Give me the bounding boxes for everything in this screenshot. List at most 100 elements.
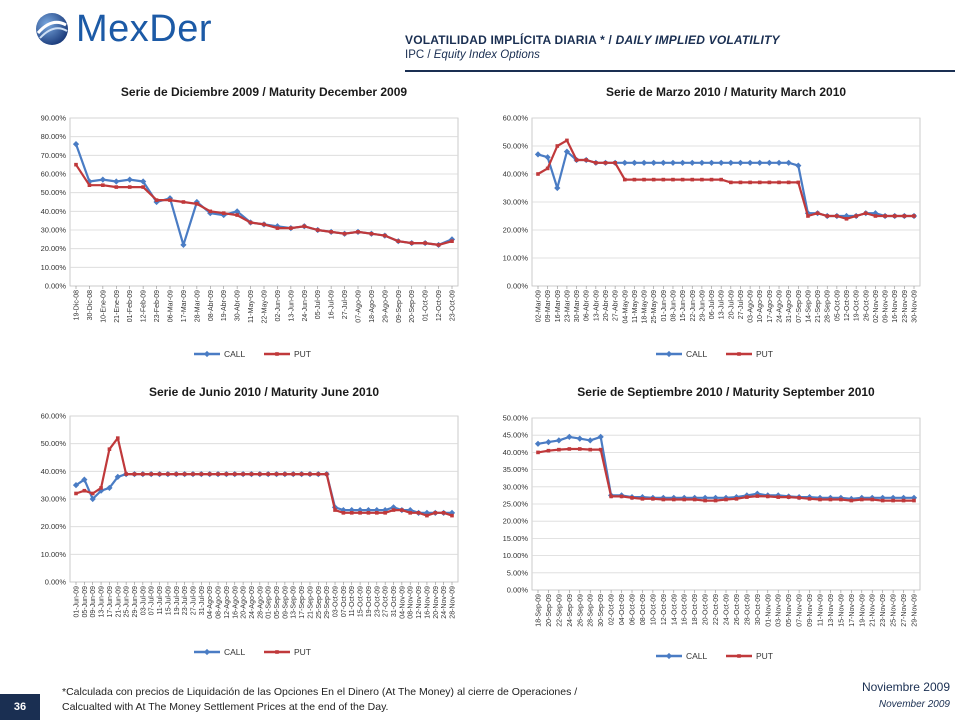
x-tick-label: 28-Sep-09 (825, 290, 832, 323)
y-tick-label: 40.00% (503, 170, 529, 179)
chart-title: Serie de Marzo 2010 / Maturity March 201… (606, 85, 846, 99)
x-tick-label: 07-Sep-09 (796, 290, 803, 323)
x-tick-label: 09-Nov-09 (883, 290, 890, 323)
x-tick-label: 08-Nov-09 (408, 586, 415, 619)
data-point-put (423, 241, 427, 245)
data-point-put (738, 180, 743, 185)
data-point-put (329, 230, 333, 234)
x-tick-label: 01-Nov-09 (765, 594, 772, 627)
data-point-put (416, 511, 421, 515)
data-point-put (369, 231, 374, 236)
data-point-call (113, 178, 120, 185)
y-tick-label: 20.00% (41, 244, 67, 253)
y-tick-label: 0.00% (45, 282, 67, 291)
legend-label-call: CALL (686, 349, 708, 359)
x-tick-label: 16-Mar-09 (555, 290, 562, 322)
data-point-put (745, 495, 749, 499)
x-tick-label: 30-Mar-09 (574, 290, 581, 322)
x-tick-label: 16-Oct-09 (682, 594, 689, 625)
series-line-put (75, 436, 453, 517)
data-point-put (557, 447, 561, 452)
x-tick-label: 26-Oct-09 (734, 594, 741, 625)
chart-panel-march: Serie de Marzo 2010 / Maturity March 201… (480, 80, 942, 362)
data-point-put (651, 177, 656, 182)
x-tick-label: 20-Oct-09 (703, 594, 710, 625)
data-point-put (221, 211, 226, 215)
data-point-put (883, 214, 887, 218)
legend-marker-call (665, 652, 673, 660)
x-tick-label: 31-Jul-09 (199, 586, 206, 615)
x-tick-label: 04-Ago-09 (207, 586, 214, 619)
data-point-put (248, 220, 253, 225)
y-tick-label: 20.00% (41, 522, 67, 531)
x-tick-label: 01-Sep-09 (266, 586, 273, 619)
data-point-put (577, 447, 582, 451)
data-point-put (132, 472, 137, 476)
x-tick-label: 15-Oct-09 (358, 586, 365, 617)
data-point-put (101, 183, 105, 187)
x-tick-label: 06-Abr-09 (584, 290, 591, 321)
legend-label-put: PUT (756, 651, 773, 661)
legend-label-put: PUT (756, 349, 773, 359)
data-point-put (755, 494, 760, 498)
y-tick-label: 70.00% (41, 151, 67, 160)
x-tick-label: 19-Oct-09 (366, 586, 373, 617)
data-point-put (854, 214, 858, 218)
x-tick-label: 21-Sep-09 (815, 290, 822, 323)
data-point-put (232, 472, 237, 476)
x-tick-label: 30-Sep-09 (598, 594, 605, 627)
footnote: *Calculada con precios de Liquidación de… (62, 685, 722, 715)
data-point-put (107, 447, 112, 451)
data-point-put (436, 243, 441, 247)
x-tick-label: 09-Mar-09 (545, 290, 552, 322)
chart-title: Serie de Junio 2010 / Maturity June 2010 (149, 385, 379, 399)
x-tick-label: 10-Ago-09 (757, 290, 764, 323)
chart-june-2010: Serie de Junio 2010 / Maturity June 2010… (41, 385, 459, 657)
data-point-put (880, 498, 885, 503)
data-point-put (383, 511, 387, 515)
data-point-put (174, 472, 179, 476)
data-point-put (441, 511, 446, 515)
x-tick-label: 11-Jul-09 (157, 586, 164, 615)
data-point-put (289, 226, 293, 230)
y-tick-label: 0.00% (507, 586, 529, 595)
data-point-put (598, 447, 603, 452)
data-point-put (849, 498, 854, 503)
x-tick-label: 20-Sep-09 (546, 594, 553, 627)
x-tick-label: 12-Oct-09 (661, 594, 668, 625)
data-point-put (199, 472, 204, 476)
data-point-put (266, 472, 270, 476)
data-point-put (356, 230, 360, 234)
data-point-put (567, 447, 572, 451)
legend-label-call: CALL (224, 647, 246, 657)
x-tick-label: 28-Sep-09 (588, 594, 595, 627)
x-tick-label: 27-Jul-09 (342, 290, 349, 319)
data-point-put (291, 472, 296, 476)
x-tick-label: 01-Jun-09 (661, 290, 668, 322)
x-tick-label: 17-Ago-09 (767, 290, 774, 323)
y-tick-label: 80.00% (41, 132, 67, 141)
x-tick-label: 28-Ago-09 (257, 586, 264, 619)
data-point-put (839, 497, 843, 502)
x-tick-label: 27-Jul-09 (738, 290, 745, 319)
page-header: VOLATILIDAD IMPLÍCITA DIARIA * / DAILY I… (405, 33, 780, 61)
y-tick-label: 30.00% (41, 495, 67, 504)
x-tick-label: 14-Sep-09 (805, 290, 812, 323)
chart-panel-december: Serie de Diciembre 2009 / Maturity Decem… (18, 80, 480, 362)
data-point-put (157, 472, 162, 476)
x-tick-label: 07-Nov-09 (797, 594, 804, 627)
y-tick-label: 50.00% (41, 188, 67, 197)
data-point-put (797, 496, 801, 500)
data-point-put (661, 497, 666, 502)
data-point-put (274, 472, 279, 476)
y-tick-label: 45.00% (503, 431, 529, 440)
data-point-put (168, 198, 172, 202)
plot-area (69, 117, 459, 287)
x-tick-label: 24-Oct-09 (724, 594, 731, 625)
data-point-put (408, 511, 413, 515)
x-tick-label: 06-Oct-09 (630, 594, 637, 625)
x-tick-label: 12-Ago-09 (224, 586, 231, 619)
y-tick-label: 5.00% (507, 568, 529, 577)
x-tick-label: 23-Jul-09 (182, 586, 189, 615)
x-tick-label: 26-Sep-09 (577, 594, 584, 627)
